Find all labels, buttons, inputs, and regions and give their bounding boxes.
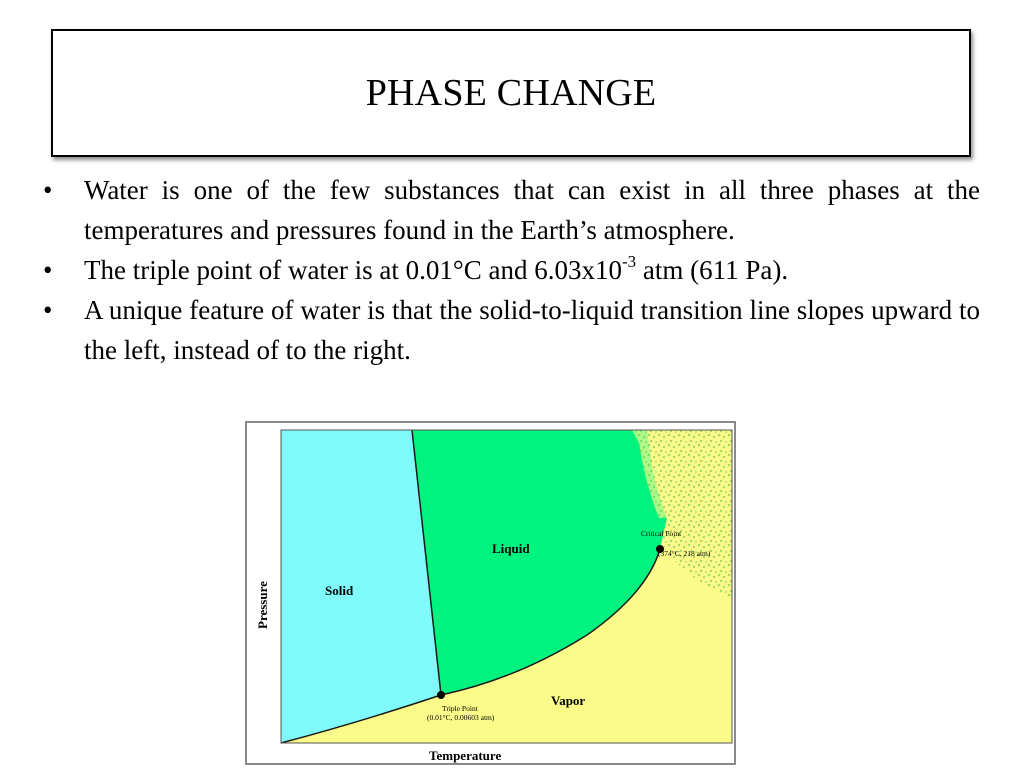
liquid-label: Liquid: [492, 541, 530, 556]
liquid-region: [412, 430, 667, 695]
slide-title: PHASE CHANGE: [365, 72, 657, 114]
triple-point-label: Triple Point: [442, 704, 479, 713]
fusion-curve: [411, 429, 442, 696]
bullet-text-tail: atm (611 Pa).: [636, 255, 789, 285]
critical-point-label: Critical Point: [641, 529, 682, 538]
solid-region: [281, 430, 441, 743]
triple-point-value: (0.01°C, 0.00603 atm): [427, 713, 495, 722]
y-axis-label: Pressure: [255, 581, 270, 629]
bullet-item: • Water is one of the few substances tha…: [40, 170, 980, 250]
vapor-label: Vapor: [551, 693, 585, 708]
critical-point-marker: [656, 545, 664, 553]
phase-diagram-svg: Solid Liquid Vapor Triple Point (0.01°C,…: [247, 423, 734, 763]
bullet-marker: •: [43, 175, 53, 205]
bullet-marker: •: [43, 255, 53, 285]
bullet-item: • A unique feature of water is that the …: [40, 290, 980, 370]
solid-label: Solid: [325, 583, 354, 598]
triple-point-marker: [437, 691, 445, 699]
x-axis-label: Temperature: [429, 748, 501, 763]
bullet-list: • Water is one of the few substances tha…: [40, 170, 980, 370]
vaporization-curve: [440, 548, 661, 696]
phase-diagram: Solid Liquid Vapor Triple Point (0.01°C,…: [245, 421, 736, 765]
supercritical-region: [645, 430, 732, 598]
exponent: -3: [621, 252, 637, 271]
bullet-text: Water is one of the few substances that …: [84, 175, 980, 245]
bullet-text: A unique feature of water is that the so…: [84, 295, 980, 365]
bullet-marker: •: [43, 295, 53, 325]
critical-point-value: (374°C, 218 atm): [658, 549, 711, 558]
sublimation-curve: [280, 694, 442, 744]
bullet-text: The triple point of water is at 0.01°C a…: [84, 250, 980, 290]
bullet-item: • The triple point of water is at 0.01°C…: [40, 250, 980, 290]
title-box: PHASE CHANGE: [51, 29, 971, 157]
bullet-text-main: The triple point of water is at 0.01°C a…: [84, 255, 622, 285]
